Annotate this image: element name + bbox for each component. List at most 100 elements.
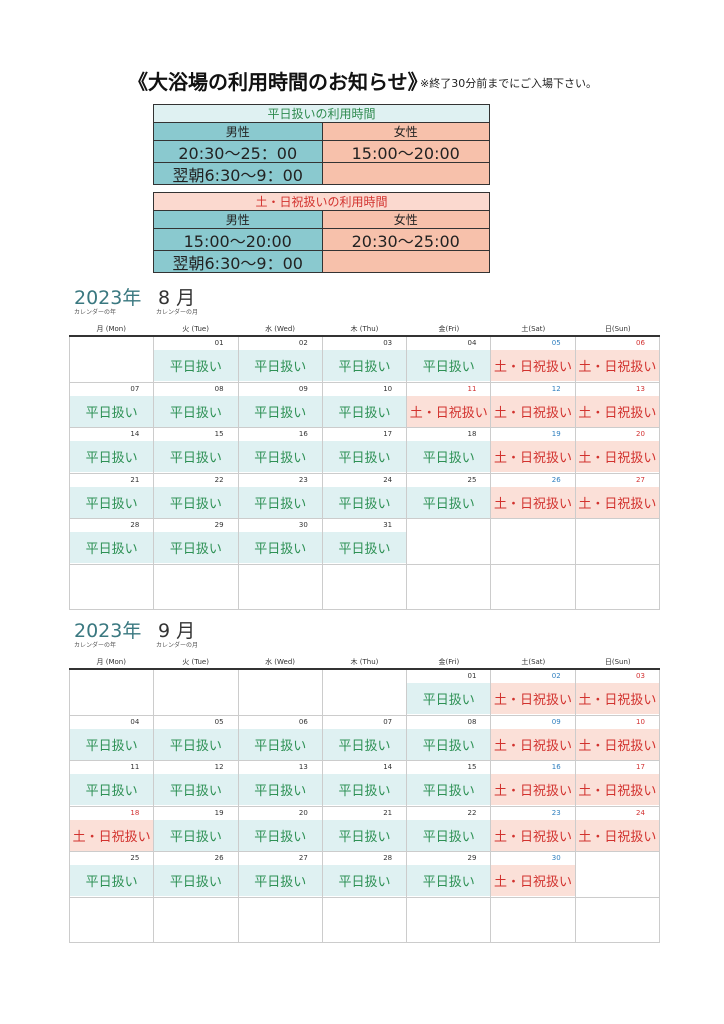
weekday-rate-label: 平日扱い	[322, 532, 407, 563]
weekday-rate-label: 平日扱い	[322, 441, 407, 472]
calendar-grid-sep: 月 (Mon) 火 (Tue) 水 (Wed) 木 (Thu) 金(Fri) 土(Sat)…	[69, 657, 660, 943]
weekday-header: 水 (Wed)	[265, 658, 296, 666]
day-number: 10	[636, 717, 645, 726]
weekend-rate-label: 土・日祝扱い	[575, 350, 659, 381]
weekday-male-label: 男性	[154, 123, 322, 140]
day-number: 15	[214, 430, 224, 438]
weekday-rate-label: 平日扱い	[322, 819, 407, 851]
calendar-day-cell: 29 平日扱い	[154, 519, 239, 564]
weekday-rate-label: 平日扱い	[238, 486, 322, 518]
calendar-day-cell: 24 土・日祝扱い	[575, 806, 660, 851]
day-number: 23	[298, 475, 308, 484]
day-number: 23	[551, 808, 561, 817]
day-number: 31	[383, 521, 393, 529]
calendar-year-caption: カレンダーの年	[74, 309, 117, 316]
weekend-rate-label: 土・日祝扱い	[407, 395, 491, 427]
weekend-rate-label: 土・日祝扱い	[575, 395, 659, 427]
weekday-rate-label: 平日扱い	[154, 350, 238, 381]
calendar-day-cell: 30 土・日祝扱い	[491, 852, 576, 897]
calendar-day-cell: 11 土・日祝扱い	[407, 382, 492, 427]
calendar-empty-cell	[239, 564, 323, 609]
calendar-empty-cell	[70, 897, 155, 942]
calendar-week-row: 04 平日扱い 05 平日扱い 06 平日扱い 07 平日扱い 08 平日扱い 09 土・日祝扱い 10…	[70, 715, 660, 761]
weekday-rate-label: 平日扱い	[154, 486, 238, 518]
day-number: 19	[551, 430, 561, 438]
calendar-week-row: 01 平日扱い 02 土・日祝扱い 03 土・日祝扱い	[70, 670, 660, 716]
weekend-female-time: 20:30～25:00	[321, 229, 489, 250]
calendar-week-row: 14 平日扱い 15 平日扱い 16 平日扱い 17 平日扱い 18 平日扱い 19 土・日祝扱い 20…	[70, 428, 660, 474]
calendar-day-cell: 09 平日扱い	[238, 382, 323, 427]
weekend-hours-table: 土・日祝扱いの利用時間 男性 女性 15:00～20:00 20:30～25:0…	[153, 192, 490, 273]
calendar-week-row: 07 平日扱い 08 平日扱い 09 平日扱い 10 平日扱い 11 土・日祝扱い 12 土・日祝扱い…	[70, 382, 660, 428]
day-number: 04	[467, 339, 477, 347]
day-number: 09	[298, 384, 308, 393]
calendar-day-cell: 23 平日扱い	[238, 473, 323, 518]
day-number: 27	[636, 475, 645, 484]
day-number: 07	[383, 717, 393, 726]
calendar-day-cell: 17 土・日祝扱い	[575, 761, 660, 806]
weekday-header: 土(Sat)	[521, 325, 546, 333]
calendar-day-cell: 15 平日扱い	[154, 428, 239, 473]
calendar-week-row: 21 平日扱い 22 平日扱い 23 平日扱い 24 平日扱い 25 平日扱い 26 土・日祝扱い 27…	[70, 473, 660, 519]
calendar-day-cell: 05 平日扱い	[154, 715, 239, 760]
day-number: 08	[214, 384, 224, 393]
weekday-header: 日(Sun)	[604, 325, 631, 333]
day-number: 12	[214, 763, 224, 771]
day-number: 07	[130, 384, 140, 393]
calendar-day-cell: 20 平日扱い	[238, 806, 323, 851]
calendar-day-cell: 16 平日扱い	[238, 428, 323, 473]
calendar-empty-cell	[323, 670, 408, 715]
day-number: 03	[383, 339, 393, 347]
notice-title-row: 《大浴場の利用時間のお知らせ》 ※終了30分前までにご入場下さい。	[0, 66, 724, 96]
calendar-day-cell: 02 土・日祝扱い	[491, 670, 576, 715]
calendar-day-cell: 02 平日扱い	[238, 337, 323, 382]
day-number: 24	[636, 808, 645, 817]
calendar-day-cell: 18 土・日祝扱い	[70, 806, 155, 851]
calendar-grid-aug: 月 (Mon) 火 (Tue) 水 (Wed) 木 (Thu) 金(Fri) 土(Sat)…	[69, 324, 660, 610]
day-number: 30	[551, 854, 561, 862]
calendar-day-cell: 28 平日扱い	[70, 519, 155, 564]
calendar-day-cell: 25 平日扱い	[407, 473, 492, 518]
calendar-empty-cell	[154, 897, 239, 942]
day-number: 01	[467, 672, 477, 680]
weekday-rate-label: 平日扱い	[407, 865, 491, 896]
calendar-day-cell: 20 土・日祝扱い	[575, 428, 660, 473]
calendar-day-cell: 21 平日扱い	[322, 806, 408, 851]
day-number: 20	[636, 430, 645, 438]
weekend-rate-label: 土・日祝扱い	[491, 819, 575, 851]
calendar-empty-cell	[576, 564, 660, 609]
weekend-rate-label: 土・日祝扱い	[491, 486, 575, 518]
day-number: 28	[130, 521, 140, 529]
calendar-day-cell: 14 平日扱い	[70, 428, 155, 473]
weekend-rate-label: 土・日祝扱い	[575, 819, 659, 851]
calendar-empty-cell	[323, 564, 408, 609]
day-number: 16	[551, 763, 561, 771]
calendar-day-cell: 13 土・日祝扱い	[575, 382, 660, 427]
weekday-rate-label: 平日扱い	[154, 819, 238, 851]
calendar-day-cell: 22 平日扱い	[154, 473, 239, 518]
weekend-rate-label: 土・日祝扱い	[491, 441, 575, 472]
weekday-female-label: 女性	[321, 123, 489, 140]
weekday-rate-label: 平日扱い	[407, 350, 491, 381]
weekday-rate-label: 平日扱い	[154, 728, 238, 760]
calendar-day-cell: 04 平日扱い	[407, 337, 492, 382]
weekday-rate-label: 平日扱い	[407, 486, 491, 518]
weekday-rate-label: 平日扱い	[238, 774, 322, 805]
calendar-week-row: 18 土・日祝扱い 19 平日扱い 20 平日扱い 21 平日扱い 22 平日扱い 23 土・日祝扱い…	[70, 806, 660, 852]
weekday-female-time-empty	[321, 163, 489, 184]
calendar-day-cell: 08 平日扱い	[407, 715, 492, 760]
calendar-empty-cell	[239, 897, 323, 942]
day-number: 11	[130, 763, 140, 771]
day-number: 25	[130, 854, 140, 862]
day-number: 29	[467, 854, 477, 862]
calendar-day-cell: 19 土・日祝扱い	[491, 428, 576, 473]
calendar-day-cell: 03 平日扱い	[322, 337, 408, 382]
weekend-rate-label: 土・日祝扱い	[575, 774, 659, 805]
weekend-female-time-empty	[321, 251, 489, 272]
calendar-empty-cell	[407, 564, 492, 609]
calendar-empty-cell	[491, 897, 576, 942]
calendar-day-cell: 18 平日扱い	[407, 428, 492, 473]
weekday-header: 日(Sun)	[604, 658, 631, 666]
calendar-month: 9 月	[158, 620, 196, 642]
day-number: 14	[130, 430, 140, 438]
